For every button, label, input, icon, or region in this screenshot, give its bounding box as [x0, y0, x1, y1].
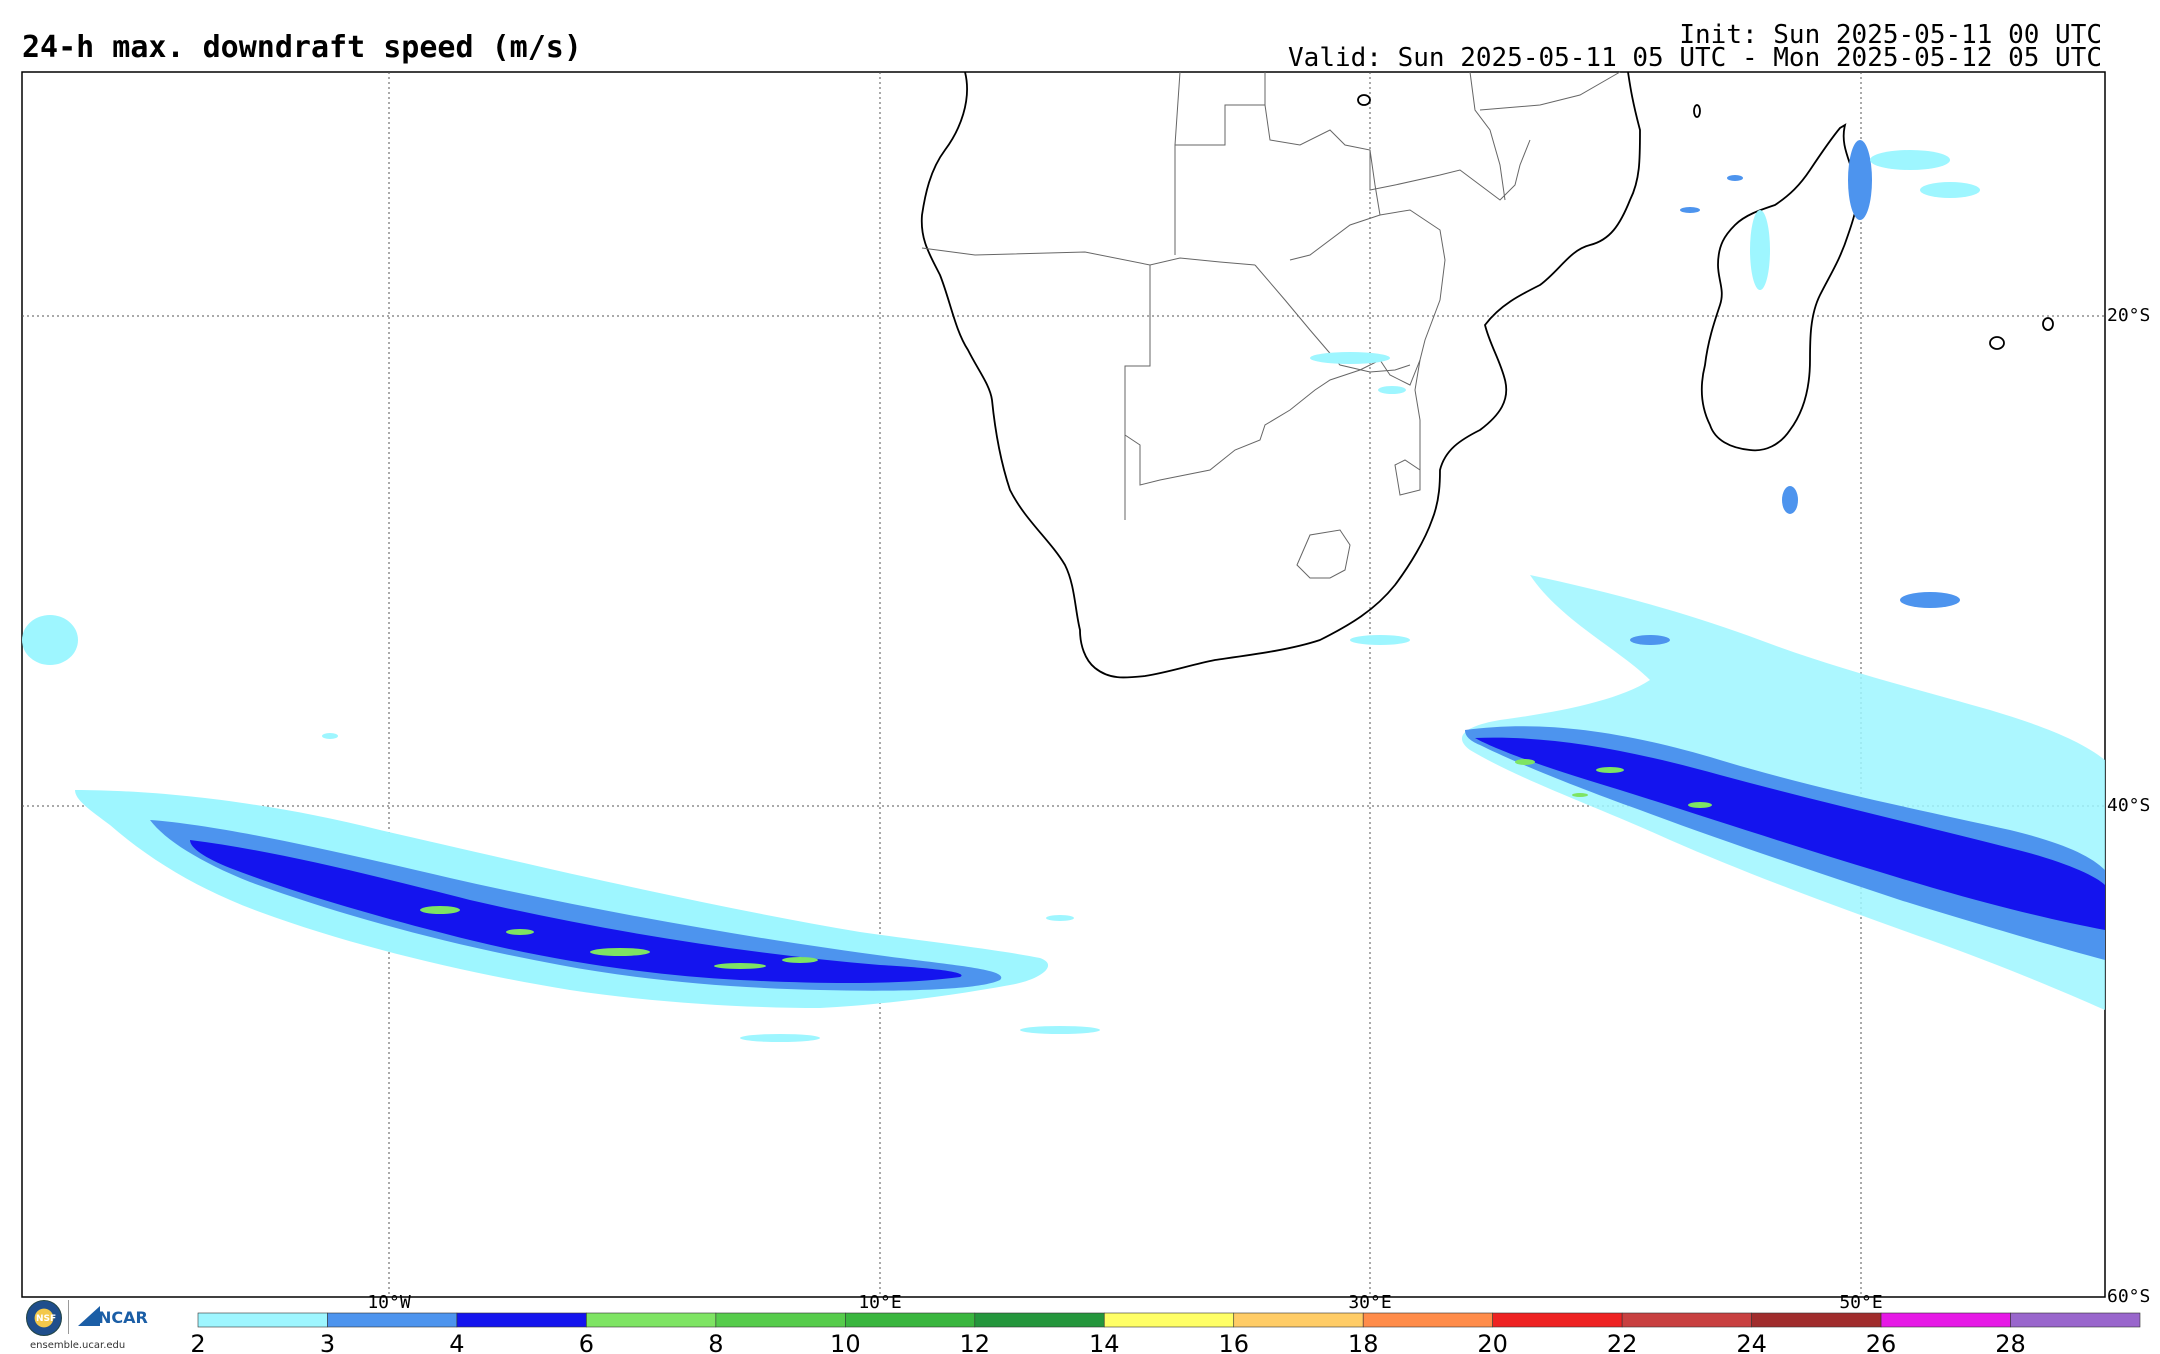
lon-label-10e: 10°E — [858, 1292, 901, 1313]
valid-time: Valid: Sun 2025-05-11 05 UTC - Mon 2025-… — [1288, 43, 2102, 73]
colorbar-tick-label: 10 — [830, 1330, 861, 1354]
colorbar-tick-label: 24 — [1736, 1330, 1767, 1354]
border-mozambique — [1379, 209, 1446, 470]
colorbar: 2 3 4 6 8 10 12 14 16 18 20 22 24 26 28 — [190, 1312, 2141, 1354]
colorbar-tick-label: 2 — [190, 1330, 205, 1354]
border-zimbabwe-botswana — [1254, 264, 1411, 373]
logo-divider — [68, 1300, 69, 1334]
nsf-logo-text: NSF — [36, 1314, 57, 1324]
lon-label-10w: 10°W — [367, 1292, 411, 1313]
site-url: ensemble.ucar.edu — [30, 1340, 126, 1351]
colorbar-tick-label: 26 — [1866, 1330, 1897, 1354]
colorbar-tick-label: 16 — [1218, 1330, 1249, 1354]
colorbar-tick-label: 22 — [1607, 1330, 1638, 1354]
scattered-cells-east — [1630, 140, 1960, 645]
band-6-8 — [420, 906, 818, 969]
scattered-cells-light — [22, 150, 1980, 1042]
colorbar-swatch — [1751, 1312, 1882, 1328]
colorbar-swatch — [1362, 1312, 1493, 1328]
colorbar-swatch — [327, 1312, 458, 1328]
logo-area: NSF NCAR ensemble.ucar.edu — [22, 1298, 172, 1354]
colorbar-tick-label: 28 — [1995, 1330, 2026, 1354]
lon-label-50e: 50°E — [1839, 1292, 1882, 1313]
colorbar-swatch — [845, 1312, 976, 1328]
colorbar-tick-label: 20 — [1477, 1330, 1508, 1354]
africa-coastline — [920, 71, 1641, 679]
colorbar-swatch — [1621, 1312, 1752, 1328]
colorbar-swatch — [197, 1312, 328, 1328]
map-title: 24-h max. downdraft speed (m/s) — [22, 30, 582, 65]
lake-bangweulu — [1357, 94, 1371, 106]
border-malawi — [1469, 71, 1506, 201]
border-tanzania — [1479, 71, 1621, 111]
atlantic-downdraft-band — [75, 790, 1049, 1008]
band-3-4 — [150, 820, 1002, 991]
ncar-logo-text: NCAR — [98, 1308, 148, 1327]
madagascar — [1700, 123, 1858, 452]
indian-ocean-downdraft-band — [22, 140, 2105, 1042]
border-namibia-botswana — [1124, 265, 1151, 520]
colorbar-swatch — [2010, 1312, 2141, 1328]
colorbar-tick-label: 4 — [449, 1330, 464, 1354]
colorbar-tick-label: 3 — [320, 1330, 335, 1354]
colorbar-tick-label: 14 — [1089, 1330, 1120, 1354]
southern-africa — [920, 71, 2054, 679]
colorbar-swatch — [586, 1312, 717, 1328]
lat-label-60s: 60°S — [2107, 1286, 2150, 1307]
colorbar-swatch — [1103, 1312, 1235, 1328]
eswatini — [1394, 459, 1421, 496]
lon-label-30e: 30°E — [1348, 1292, 1391, 1313]
border-angola-zambia — [1174, 71, 1181, 255]
init-time: Init: Sun 2025-05-11 00 UTC — [1679, 20, 2102, 50]
lat-label-40s: 40°S — [2107, 795, 2150, 816]
colorbar-swatch — [1880, 1312, 2011, 1328]
colorbar-swatch — [974, 1312, 1105, 1328]
colorbar-tick-label: 6 — [579, 1330, 594, 1354]
band-indian-6-8 — [1515, 759, 1712, 808]
colorbar-tick-label: 12 — [960, 1330, 991, 1354]
colorbar-tick-label: 8 — [708, 1330, 723, 1354]
reunion-island — [1989, 336, 2005, 350]
ncar-logo-mark — [78, 1306, 100, 1326]
border-zambia — [1175, 104, 1381, 261]
colorbar-swatch — [456, 1312, 587, 1328]
band-4-6 — [190, 840, 962, 984]
lesotho — [1296, 529, 1351, 579]
border-botswana-south-africa — [1124, 359, 1421, 486]
colorbar-swatch — [715, 1312, 846, 1328]
colorbar-tick-label: 18 — [1348, 1330, 1379, 1354]
mauritius-island — [2042, 317, 2054, 331]
colorbar-swatch — [1492, 1312, 1623, 1328]
lat-label-20s: 20°S — [2107, 305, 2150, 326]
comoros-island — [1693, 104, 1701, 118]
band-indian-4-6 — [1475, 737, 2105, 930]
colorbar-swatch — [1233, 1312, 1364, 1328]
nsf-logo: NSF — [26, 1300, 62, 1336]
border-malawi-mozambique — [1369, 139, 1531, 201]
country-borders — [921, 71, 1621, 579]
